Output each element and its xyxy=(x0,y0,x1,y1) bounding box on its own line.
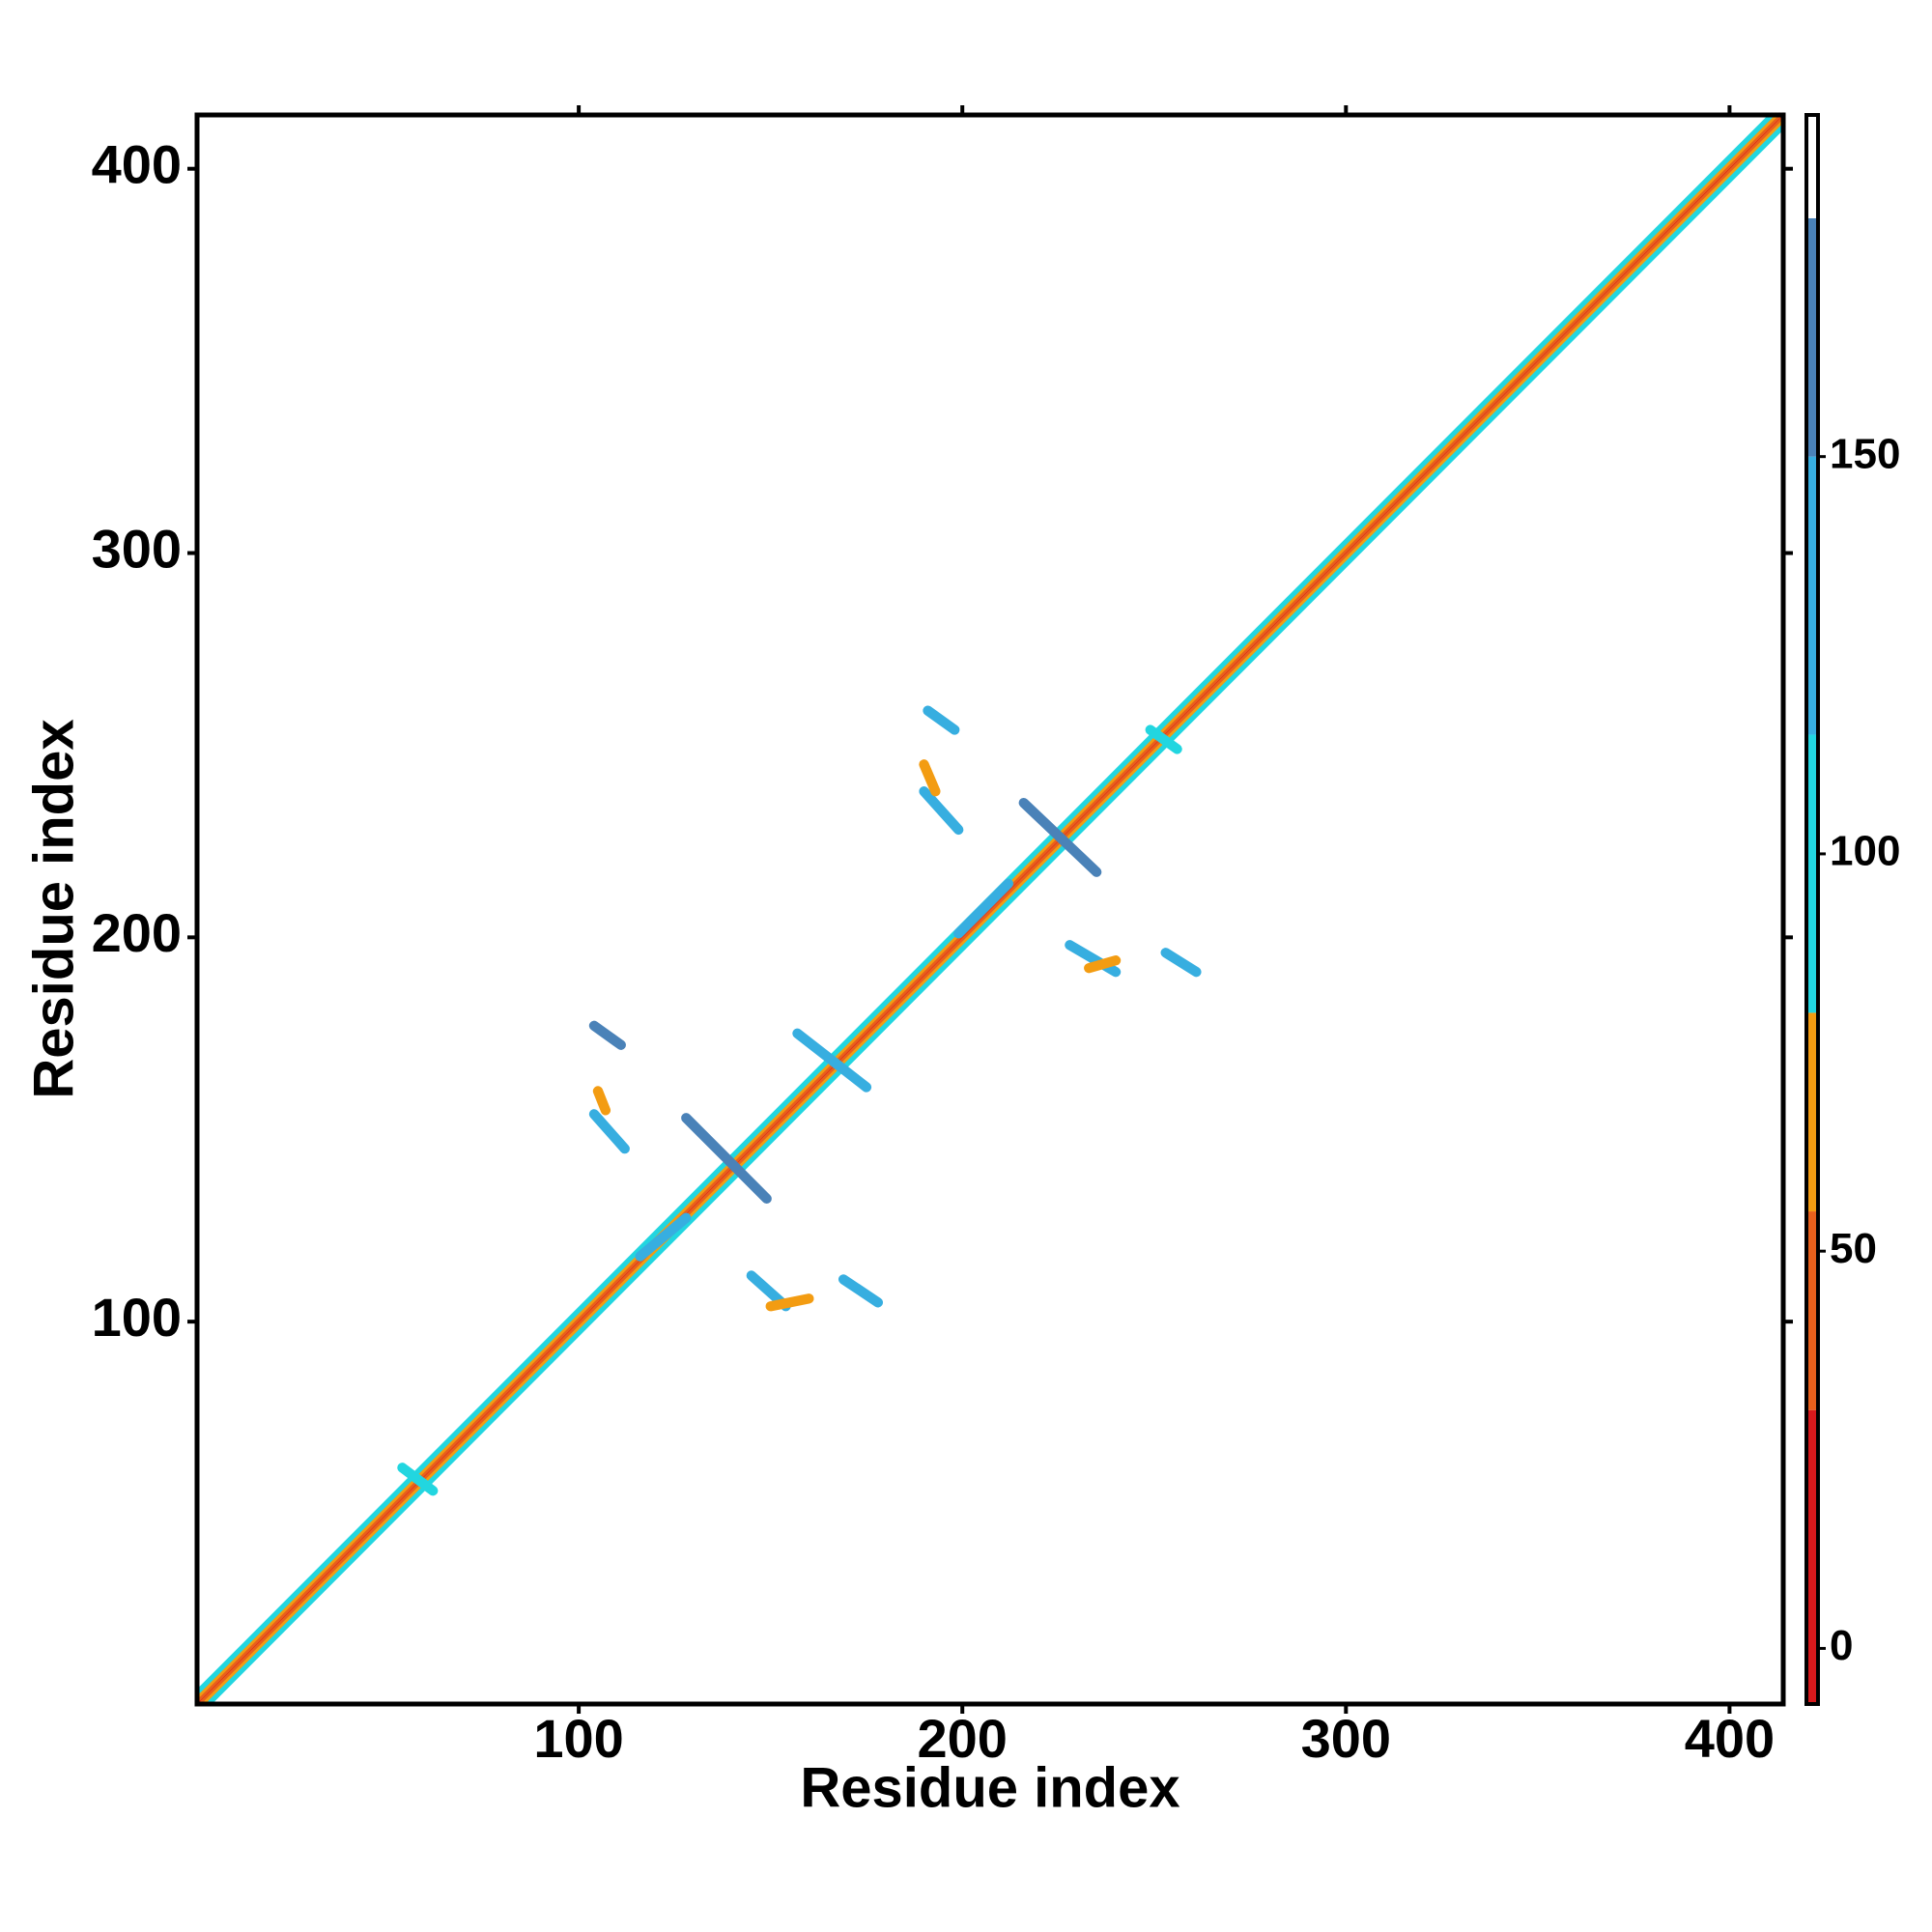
contact-segment xyxy=(919,786,964,836)
contact-segment xyxy=(838,1274,884,1308)
colorbar-step xyxy=(1806,456,1818,735)
contact-segment xyxy=(1145,724,1182,754)
colorbar-step xyxy=(1806,1211,1818,1410)
contact-segment xyxy=(953,878,1014,939)
x-tick-label: 200 xyxy=(917,1708,1007,1769)
contact-segment xyxy=(923,705,960,735)
colorbar-step xyxy=(1806,1012,1818,1212)
contact-segment xyxy=(681,1113,772,1205)
contact-segment xyxy=(635,1212,692,1262)
colorbar-tick-label: 0 xyxy=(1830,1622,1853,1669)
contact-segment xyxy=(592,1086,611,1116)
diagonal-band xyxy=(196,112,1786,1705)
diagonal-band xyxy=(200,116,1786,1705)
y-axis-label: Residue index xyxy=(22,719,85,1098)
colorbar-frame xyxy=(1804,113,1820,1706)
plot-frame xyxy=(194,112,1786,1707)
contact-segment xyxy=(588,1020,626,1050)
diagonal-band xyxy=(204,120,1786,1705)
contact-segment xyxy=(919,759,941,797)
colorbar-step xyxy=(1806,115,1818,218)
y-tick-label: 400 xyxy=(92,133,182,194)
colorbar-step xyxy=(1806,1409,1818,1704)
contact-segment xyxy=(1160,948,1202,978)
colorbar-tick-label: 150 xyxy=(1830,430,1900,477)
x-tick-label: 100 xyxy=(533,1708,623,1769)
contact-segment xyxy=(1084,955,1122,974)
contact-segment xyxy=(397,1463,439,1496)
colorbar-tick-label: 50 xyxy=(1830,1225,1877,1272)
colorbar-step xyxy=(1806,217,1818,457)
contact-segment xyxy=(765,1293,814,1312)
y-tick-label: 200 xyxy=(92,902,182,963)
x-tick-label: 300 xyxy=(1301,1708,1391,1769)
y-tick-label: 100 xyxy=(92,1287,182,1348)
contact-segment xyxy=(1018,797,1102,877)
x-axis-label: Residue index xyxy=(800,1756,1179,1819)
contact-segment xyxy=(792,1028,872,1093)
diagonal-band xyxy=(208,124,1786,1705)
colorbar-tick-label: 100 xyxy=(1830,828,1900,875)
contact-segment xyxy=(588,1109,630,1154)
colorbar-step xyxy=(1806,734,1818,1013)
y-tick-label: 300 xyxy=(92,518,182,579)
x-tick-label: 400 xyxy=(1685,1708,1775,1769)
